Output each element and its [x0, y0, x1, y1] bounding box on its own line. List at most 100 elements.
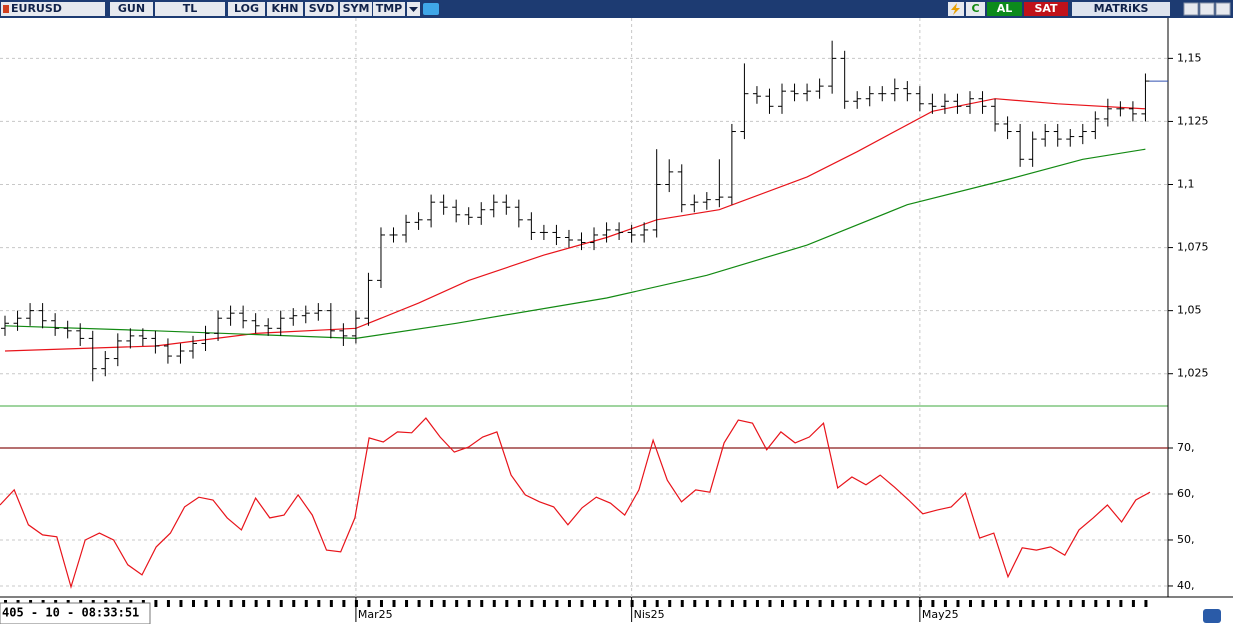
day-tick: [655, 600, 659, 607]
day-tick: [994, 600, 998, 607]
day-tick: [1106, 600, 1110, 607]
y-tick-label: 40,: [1177, 579, 1195, 592]
y-tick-label: 60,: [1177, 487, 1195, 500]
flash-icon: [951, 3, 960, 15]
day-tick: [843, 600, 847, 607]
day-tick: [379, 600, 383, 607]
day-tick: [705, 600, 709, 607]
day-tick: [806, 600, 810, 607]
day-tick: [968, 600, 972, 607]
day-tick: [755, 600, 759, 607]
toolbar-button-label[interactable]: SVD: [309, 2, 335, 15]
day-tick: [279, 600, 283, 607]
window-button[interactable]: [1183, 2, 1199, 16]
x-tick-label: May25: [922, 608, 959, 621]
day-tick: [956, 600, 960, 607]
day-tick: [317, 600, 321, 607]
x-tick-label: Nis25: [634, 608, 665, 621]
day-tick: [781, 600, 785, 607]
buy-button[interactable]: [987, 2, 1022, 16]
day-tick: [668, 600, 672, 607]
day-tick: [693, 600, 697, 607]
day-tick: [467, 600, 471, 607]
day-tick: [1044, 600, 1048, 607]
window-button[interactable]: [1215, 2, 1231, 16]
brand: MATRiKS: [1094, 2, 1149, 15]
day-tick: [342, 600, 346, 607]
day-tick: [730, 600, 734, 607]
toolbar-button[interactable]: [267, 2, 303, 16]
toolbar-button[interactable]: [305, 2, 338, 16]
day-tick: [191, 600, 195, 607]
day-tick: [1006, 600, 1010, 607]
day-tick: [304, 600, 308, 607]
day-tick: [430, 600, 434, 607]
day-tick: [480, 600, 484, 607]
y-tick-label: 1,1: [1177, 178, 1195, 191]
day-tick: [918, 600, 922, 607]
day-tick: [417, 600, 421, 607]
day-tick: [542, 600, 546, 607]
toolbar-button-label[interactable]: GUN: [118, 2, 145, 15]
day-tick: [292, 600, 296, 607]
sell-label[interactable]: SAT: [1034, 2, 1058, 15]
day-tick: [605, 600, 609, 607]
corner-icon[interactable]: [1203, 609, 1221, 623]
day-tick: [743, 600, 747, 607]
day-tick: [1119, 600, 1123, 607]
day-tick: [329, 600, 333, 607]
toolbar-button-label[interactable]: TMP: [376, 2, 403, 15]
toolbar-button-label[interactable]: SYM: [343, 2, 370, 15]
day-tick: [154, 600, 158, 607]
day-tick: [517, 600, 521, 607]
day-tick: [1094, 600, 1098, 607]
rsi-line: [0, 417, 1151, 590]
refresh-button[interactable]: [966, 2, 985, 16]
symbol[interactable]: EURUSD: [11, 2, 62, 15]
day-tick: [254, 600, 258, 607]
day-tick: [530, 600, 534, 607]
day-tick: [793, 600, 797, 607]
day-tick: [166, 600, 170, 607]
toolbar-button-label[interactable]: TL: [183, 2, 198, 15]
day-tick: [856, 600, 860, 607]
day-tick: [567, 600, 571, 607]
toolbar-button[interactable]: [155, 2, 225, 16]
buy-label[interactable]: AL: [997, 2, 1013, 15]
day-tick: [405, 600, 409, 607]
refresh-label[interactable]: C: [971, 2, 979, 15]
toolbar-button[interactable]: [110, 2, 153, 16]
toolbar-button[interactable]: [228, 2, 265, 16]
day-tick: [367, 600, 371, 607]
window-button[interactable]: [1199, 2, 1215, 16]
day-tick: [768, 600, 772, 607]
day-tick: [354, 600, 358, 607]
toolbar-button-label[interactable]: KHN: [272, 2, 299, 15]
day-tick: [1056, 600, 1060, 607]
toolbar-button[interactable]: [373, 2, 405, 16]
twitter-icon[interactable]: [423, 3, 439, 15]
day-tick: [1031, 600, 1035, 607]
day-tick: [1069, 600, 1073, 607]
day-tick: [893, 600, 897, 607]
moving-average: [4, 148, 1146, 340]
sell-button[interactable]: [1024, 2, 1068, 16]
toolbar-button-label[interactable]: LOG: [234, 2, 259, 15]
day-tick: [505, 600, 509, 607]
day-tick: [881, 600, 885, 607]
day-tick: [981, 600, 985, 607]
day-tick: [217, 600, 221, 607]
symbol-box[interactable]: [1, 2, 105, 16]
y-tick-label: 1,125: [1177, 114, 1209, 127]
day-tick: [1131, 600, 1135, 607]
day-tick: [680, 600, 684, 607]
day-tick: [718, 600, 722, 607]
day-tick: [1144, 600, 1148, 607]
day-tick: [618, 600, 622, 607]
day-tick: [242, 600, 246, 607]
day-tick: [906, 600, 910, 607]
toolbar-button[interactable]: [340, 2, 372, 16]
status-box: [0, 602, 151, 624]
day-tick: [1081, 600, 1085, 607]
